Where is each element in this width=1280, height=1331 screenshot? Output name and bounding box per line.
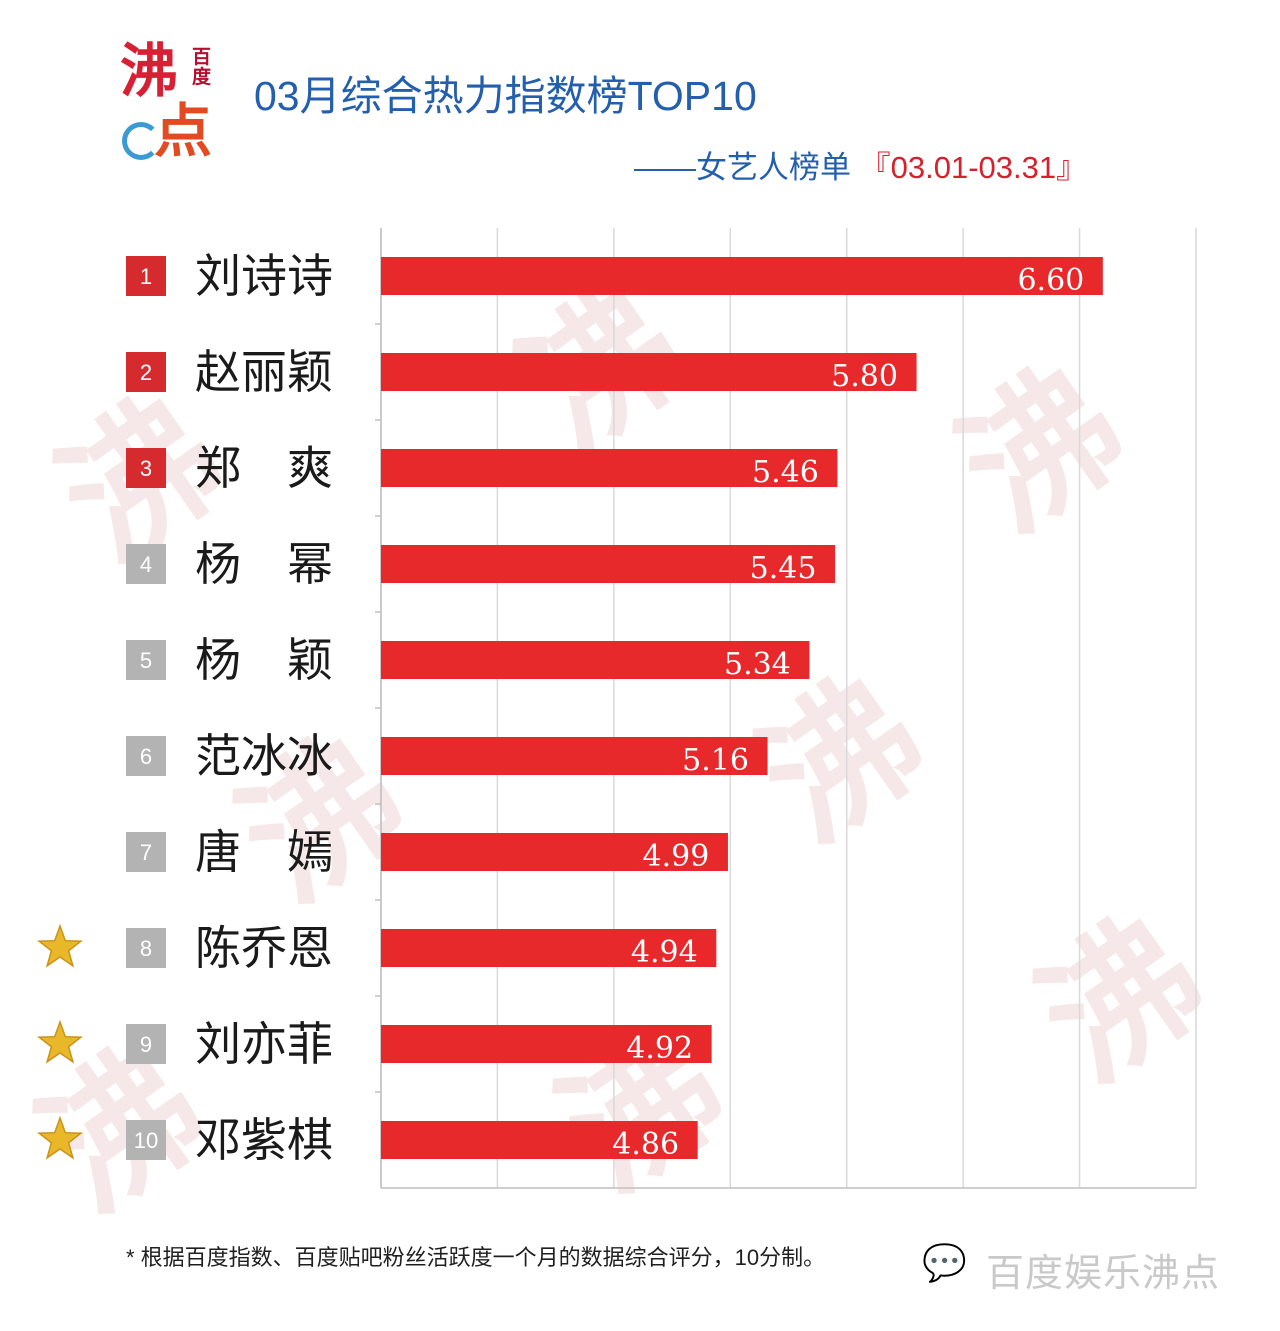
rank-number: 2 (140, 360, 152, 385)
rank-number: 10 (134, 1128, 158, 1153)
artist-name: 唐 嫣 (195, 826, 333, 878)
rank-badge (126, 1024, 166, 1064)
logo-main-char: 沸 (120, 37, 179, 105)
rank-badge (126, 448, 166, 488)
bar (381, 449, 838, 487)
bar-value-label: 5.34 (724, 647, 791, 682)
footnote: * 根据百度指数、百度贴吧粉丝活跃度一个月的数据综合评分，10分制。 (126, 1245, 826, 1270)
rank-badge (126, 832, 166, 872)
page-title: 03月综合热力指数榜TOP10 (254, 73, 757, 119)
rank-number: 1 (140, 264, 152, 289)
rank-number: 8 (140, 936, 152, 961)
bar (381, 257, 1103, 295)
bar (381, 737, 768, 775)
logo-baidu-badge: 百度 (192, 46, 212, 88)
bar-value-label: 6.60 (1017, 263, 1084, 298)
artist-name: 郑 爽 (195, 442, 333, 494)
logo-sub-char: 点 (154, 97, 213, 165)
logo-ring-icon (122, 122, 160, 160)
artist-name: 邓紫棋 (195, 1114, 333, 1166)
brand-name: 百度娱乐沸点 (986, 1253, 1221, 1295)
rank-badge (126, 352, 166, 392)
bar-value-label: 4.94 (631, 935, 698, 970)
rank-badge (126, 256, 166, 296)
artist-name: 赵丽颖 (195, 346, 333, 398)
bar-value-label: 5.46 (752, 455, 819, 490)
rank-number: 9 (140, 1032, 152, 1057)
rank-badge (126, 544, 166, 584)
rank-number: 4 (140, 552, 152, 577)
artist-name: 刘亦菲 (195, 1018, 333, 1070)
rank-number: 3 (140, 456, 152, 481)
artist-name: 杨 幂 (195, 538, 333, 590)
bar-value-label: 4.86 (612, 1127, 679, 1162)
brand-watermark: 💬 百度娱乐沸点 (922, 1240, 1242, 1295)
rank-badge (126, 736, 166, 776)
bar-value-label: 4.92 (626, 1031, 693, 1066)
bar (381, 929, 717, 967)
bar-value-label: 5.45 (750, 551, 817, 586)
rank-number: 5 (140, 648, 152, 673)
rank-number: 7 (140, 840, 152, 865)
bar (381, 1025, 712, 1063)
baidu-feidian-logo: 沸 百度 点 (112, 42, 232, 167)
star-icon (37, 1019, 83, 1064)
artist-name: 陈乔恩 (195, 922, 333, 974)
subtitle-text: ——女艺人榜单 (634, 150, 851, 185)
bar-value-label: 4.99 (643, 839, 710, 874)
bar (381, 545, 836, 583)
rank-badge (126, 928, 166, 968)
bar (381, 833, 728, 871)
rank-number: 6 (140, 744, 152, 769)
bar (381, 641, 810, 679)
bar-value-label: 5.16 (682, 743, 749, 778)
rank-badge (126, 1120, 166, 1160)
page-subtitle: ——女艺人榜单 『03.01-03.31』 (634, 142, 1087, 187)
date-range: 『03.01-03.31』 (859, 150, 1088, 185)
artist-name: 杨 颖 (195, 634, 333, 686)
bar-value-label: 5.80 (831, 359, 898, 394)
artist-name: 刘诗诗 (195, 250, 333, 302)
wechat-icon: 💬 (922, 1243, 967, 1284)
artist-name: 范冰冰 (195, 730, 333, 782)
rank-badge (126, 640, 166, 680)
bar (381, 1121, 698, 1159)
star-icon (37, 1115, 83, 1160)
star-icon (37, 923, 83, 968)
bar (381, 353, 917, 391)
